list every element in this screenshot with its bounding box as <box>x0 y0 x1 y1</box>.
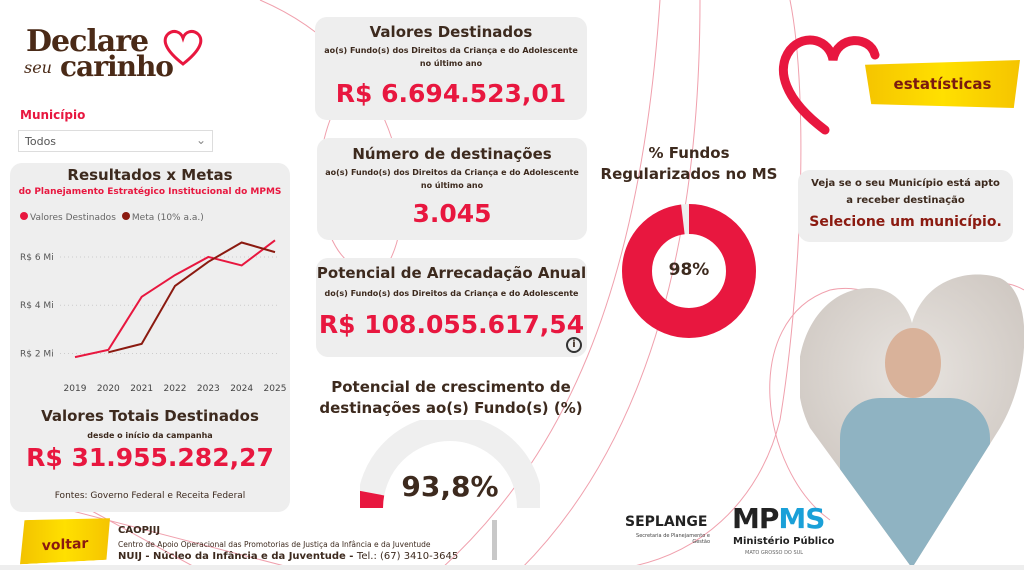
mpms-logo: MPMS <box>732 502 825 535</box>
estatisticas-banner: estatísticas <box>865 60 1020 108</box>
logo-declare: Declare <box>26 24 149 59</box>
apt-card[interactable]: Veja se o seu Município está apto a rece… <box>798 170 1013 242</box>
kpi-title: Valores Destinados <box>369 23 533 41</box>
org-fullname: Centro de Apoio Operacional das Promotor… <box>118 540 431 549</box>
kpi-title: Potencial de Arrecadação Anual <box>316 264 587 282</box>
growth-gauge <box>360 420 540 509</box>
seplange-sub: Secretaria de Planejamento e Gestão <box>636 533 710 545</box>
nuij-contact: NUIJ - Núcleo da Infância e da Juventude… <box>118 551 459 562</box>
heart-logo-icon <box>163 29 203 66</box>
apt-line2: a receber destinação <box>846 195 965 206</box>
municipio-label: Município <box>20 108 86 122</box>
funds-value: 98% <box>668 260 710 280</box>
kpi-subtitle-2: no último ano <box>419 59 483 68</box>
series-line-meta-a-a- <box>108 241 276 354</box>
kpi-subtitle: ao(s) Fundo(s) dos Direitos da Criança e… <box>325 168 579 177</box>
heart-icon <box>778 35 880 135</box>
kpi-value: 3.045 <box>412 199 492 228</box>
gauge-fill <box>360 490 385 509</box>
x-tick-label: 2023 <box>197 384 220 394</box>
x-tick-label: 2022 <box>164 384 187 394</box>
y-tick-label: R$ 2 Mi <box>20 350 54 360</box>
org-name: CAOPJIJ <box>118 525 161 536</box>
kpi-value: R$ 6.694.523,01 <box>335 79 567 108</box>
kpi-numero-destinacoes: Número de destinações ao(s) Fundo(s) dos… <box>317 138 587 240</box>
info-icon[interactable]: i <box>566 337 582 353</box>
totals-value: R$ 31.955.282,27 <box>26 443 274 472</box>
logo-carinho: carinho <box>60 50 174 83</box>
growth-value: 93,8% <box>401 470 499 503</box>
chart-legend: Valores Destinados Meta (10% a.a.) <box>20 212 204 223</box>
x-tick-label: 2025 <box>264 384 287 394</box>
x-tick-label: 2024 <box>230 384 253 394</box>
mp-sub: Ministério Público <box>733 536 835 547</box>
series-line-valores-destinados <box>74 239 276 359</box>
apt-cta: Selecione um município. <box>809 214 1002 230</box>
legend-valores: Valores Destinados <box>20 212 116 223</box>
apt-line1: Veja se o seu Município está apto <box>811 178 1000 189</box>
x-tick-label: 2021 <box>130 384 153 394</box>
campaign-photo <box>800 268 1024 568</box>
kpi-title: Número de destinações <box>352 145 552 163</box>
legend-meta: Meta (10% a.a.) <box>121 212 204 223</box>
bottom-bar <box>0 565 1024 570</box>
sources-text: Fontes: Governo Federal e Receita Federa… <box>54 491 246 501</box>
kpi-valores-destinados: Valores Destinados ao(s) Fundo(s) dos Di… <box>315 17 587 120</box>
results-panel: Resultados x Metas do Planejamento Estra… <box>10 163 290 512</box>
funds-title: % Fundos Regularizados no MS <box>600 144 778 183</box>
donut-fill <box>622 204 756 338</box>
kpi-subtitle: do(s) Fundo(s) dos Direitos da Criança e… <box>324 289 579 298</box>
person-face <box>885 328 941 398</box>
totals-subtitle: desde o início da campanha <box>87 431 213 440</box>
chevron-down-icon: ⌄ <box>195 133 206 147</box>
y-tick-label: R$ 4 Mi <box>20 301 54 311</box>
results-title: Resultados x Metas <box>67 166 233 184</box>
municipio-dropdown[interactable]: Todos ⌄ <box>18 130 213 152</box>
kpi-value: R$ 108.055.617,54 <box>318 310 585 339</box>
funds-donut <box>622 204 756 338</box>
mp-sub2: MATO GROSSO DO SUL <box>745 550 804 556</box>
y-tick-label: R$ 6 Mi <box>20 253 54 263</box>
x-tick-label: 2019 <box>64 384 87 394</box>
seplange-logo: SEPLANGE <box>625 514 708 530</box>
results-subtitle: do Planejamento Estratégico Instituciona… <box>18 187 282 197</box>
totals-title: Valores Totais Destinados <box>41 407 259 425</box>
kpi-subtitle: ao(s) Fundo(s) dos Direitos da Criança e… <box>324 46 578 55</box>
dropdown-value: Todos <box>25 135 57 148</box>
x-tick-label: 2020 <box>97 384 120 394</box>
kpi-potencial-arrecadacao: Potencial de Arrecadação Anual do(s) Fun… <box>316 258 587 357</box>
voltar-button[interactable]: voltar <box>20 516 110 565</box>
person-shirt <box>840 398 990 568</box>
kpi-subtitle-2: no último ano <box>420 181 484 190</box>
line-chart: R$ 2 Mi R$ 4 Mi R$ 6 Mi 2019 2020 2021 2022 202… <box>20 239 287 394</box>
growth-title: Potencial de crescimento de destinações a… <box>319 378 583 417</box>
logo-seu: seu <box>24 58 52 77</box>
scrollbar[interactable] <box>492 520 497 560</box>
